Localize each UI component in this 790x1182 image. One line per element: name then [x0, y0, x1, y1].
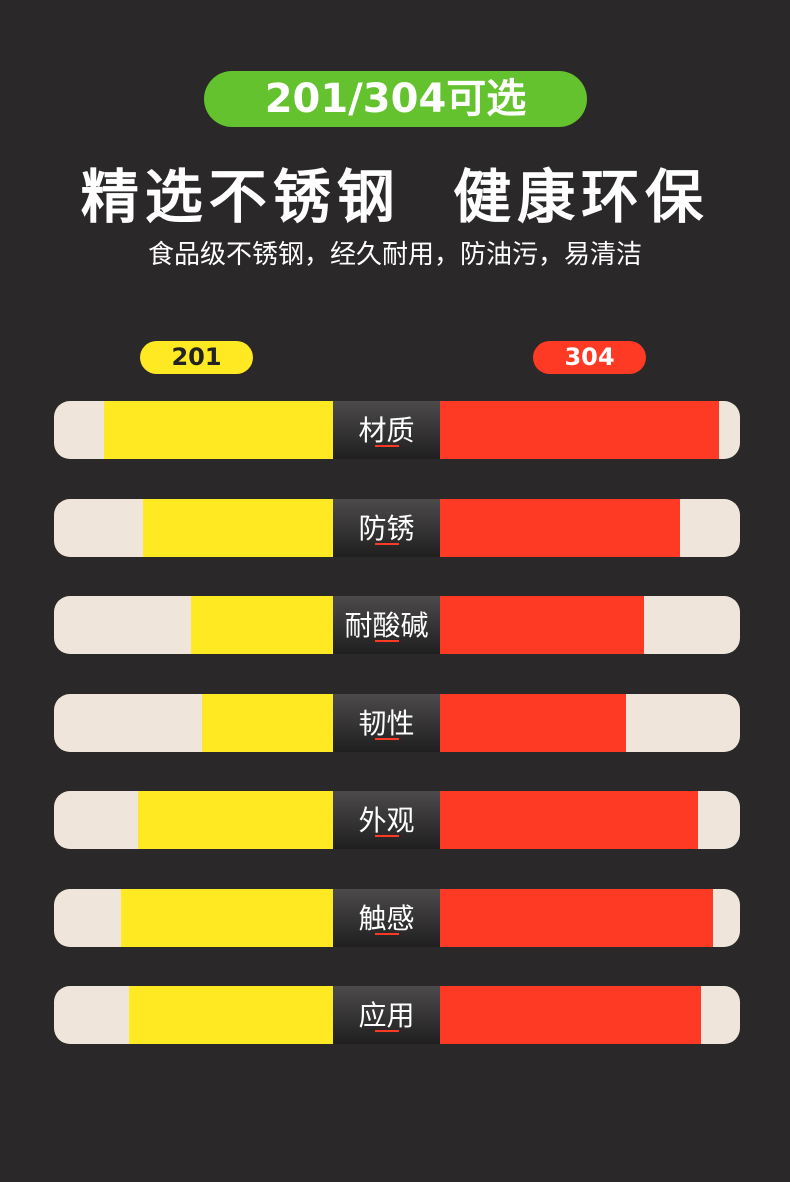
bar-304	[440, 401, 719, 459]
category-text: 材质	[358, 414, 415, 447]
category-label: 材质	[333, 401, 440, 459]
material-option-badge: 201/304可选	[204, 71, 587, 127]
comparison-row: 触感	[54, 889, 740, 947]
bar-304	[440, 889, 713, 947]
bar-304	[440, 694, 626, 752]
category-underline	[375, 933, 399, 935]
bar-304	[440, 791, 698, 849]
category-label: 防锈	[333, 499, 440, 557]
bar-304	[440, 499, 680, 557]
category-underline	[375, 543, 399, 545]
bar-201	[138, 791, 333, 849]
category-label: 韧性	[333, 694, 440, 752]
comparison-row: 韧性	[54, 694, 740, 752]
category-label: 外观	[333, 791, 440, 849]
category-underline	[375, 445, 399, 447]
legend-304: 304	[533, 341, 646, 374]
category-text: 触感	[358, 902, 415, 935]
category-underline	[375, 640, 399, 642]
bar-304	[440, 596, 644, 654]
comparison-row: 防锈	[54, 499, 740, 557]
bar-304	[440, 986, 701, 1044]
category-text: 防锈	[358, 512, 415, 545]
category-text: 应用	[358, 999, 415, 1032]
bar-201	[191, 596, 333, 654]
category-label: 应用	[333, 986, 440, 1044]
bar-201	[104, 401, 333, 459]
category-text: 外观	[358, 804, 415, 837]
bar-201	[202, 694, 333, 752]
bar-201	[121, 889, 333, 947]
bar-201	[143, 499, 333, 557]
category-text: 耐酸碱	[344, 609, 429, 642]
comparison-row: 应用	[54, 986, 740, 1044]
subtitle: 食品级不锈钢，经久耐用，防油污，易清洁	[147, 240, 642, 270]
main-title: 精选不锈钢 健康环保	[80, 163, 710, 231]
category-text: 韧性	[358, 707, 415, 740]
category-label: 耐酸碱	[333, 596, 440, 654]
legend-201: 201	[140, 341, 253, 374]
category-underline	[375, 738, 399, 740]
category-underline	[375, 835, 399, 837]
comparison-row: 材质	[54, 401, 740, 459]
comparison-row: 耐酸碱	[54, 596, 740, 654]
bar-201	[129, 986, 333, 1044]
comparison-row: 外观	[54, 791, 740, 849]
category-label: 触感	[333, 889, 440, 947]
category-underline	[375, 1030, 399, 1032]
